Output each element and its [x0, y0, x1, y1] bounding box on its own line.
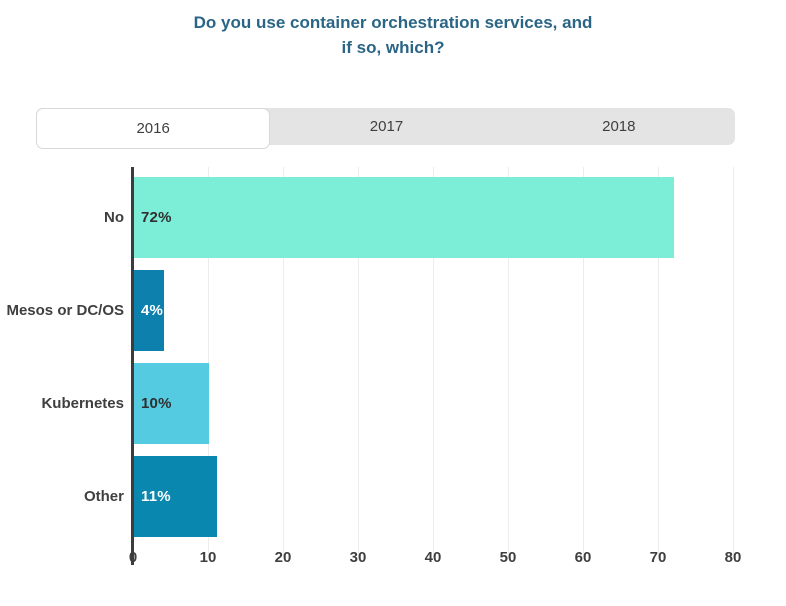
bar[interactable] [134, 270, 164, 351]
year-tabs: 2016 2017 2018 [36, 108, 735, 149]
grid-line [732, 167, 734, 557]
tab-2016[interactable]: 2016 [36, 108, 271, 149]
bar-value-label: 72% [141, 209, 172, 226]
x-tick-label: 30 [349, 549, 367, 566]
x-tick-label: 40 [424, 549, 442, 566]
grid-line [657, 167, 659, 557]
grid-line [282, 167, 284, 557]
category-label: Other [83, 488, 124, 505]
tab-2017[interactable]: 2017 [369, 118, 404, 135]
chart-title: Do you use container orchestration servi… [0, 10, 786, 60]
chart-title-line2: if so, which? [341, 38, 445, 57]
tab-2018[interactable]: 2018 [602, 118, 636, 135]
x-tick-label: 80 [724, 549, 742, 566]
bar-value-label: 4% [141, 302, 164, 319]
bar[interactable] [134, 363, 209, 444]
grid-line [357, 167, 359, 557]
category-label: No [104, 209, 124, 226]
bar[interactable] [134, 456, 217, 537]
y-axis-line [131, 167, 134, 565]
bar-value-label: 10% [141, 395, 172, 412]
x-tick-label: 10 [199, 549, 217, 566]
x-tick-label: 20 [274, 549, 292, 566]
chart-title-line1: Do you use container orchestration servi… [193, 13, 593, 32]
x-tick-label: 50 [499, 549, 517, 566]
category-label: Kubernetes [41, 395, 124, 412]
grid-line [582, 167, 584, 557]
bar-value-label: 11% [141, 488, 171, 505]
grid-line [432, 167, 434, 557]
x-tick-label: 60 [574, 549, 592, 566]
x-tick-label: 70 [649, 549, 667, 566]
grid-line [507, 167, 509, 557]
bar[interactable] [134, 177, 674, 258]
grid-line [207, 167, 209, 557]
category-label: Mesos or DC/OS [6, 302, 124, 319]
